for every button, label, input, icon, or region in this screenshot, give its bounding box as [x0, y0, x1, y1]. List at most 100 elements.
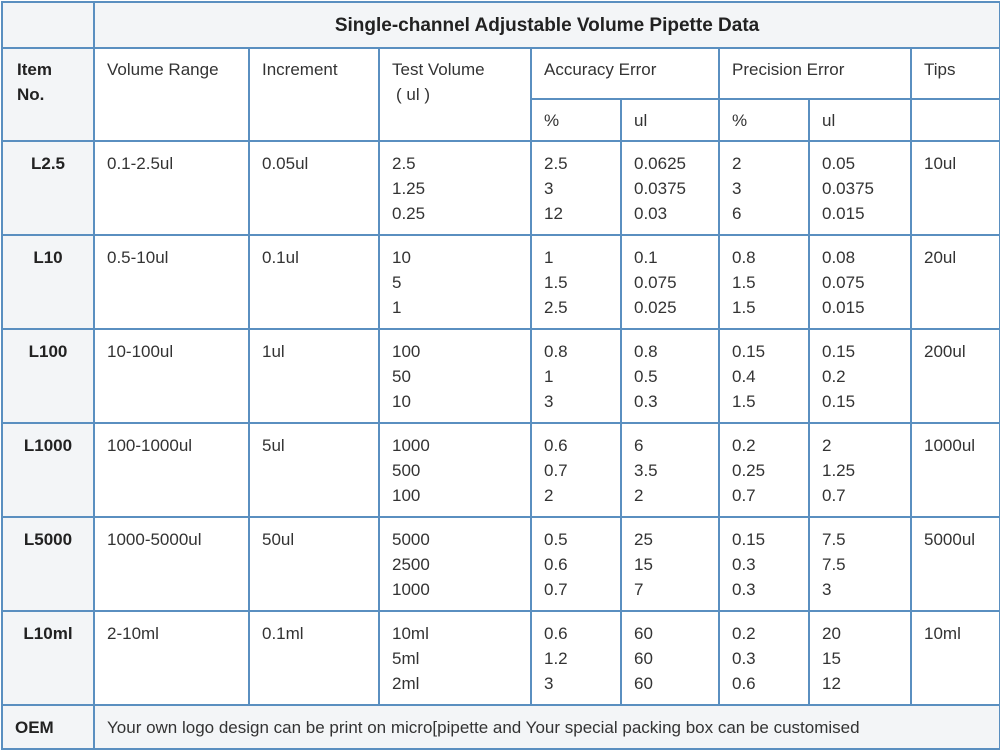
- precision-ul-cell-value: 0.15: [822, 342, 856, 361]
- header-accuracy-error: Accuracy Error: [530, 47, 720, 100]
- test-volume-cell-value: 2500: [392, 555, 430, 574]
- accuracy-pct-cell-value: 0.7: [544, 461, 568, 480]
- item-no-cell: L100: [1, 328, 95, 424]
- accuracy-pct-cell: 0.5 0.6 0.7: [530, 516, 622, 612]
- precision-pct-cell-value: 0.8: [732, 248, 756, 267]
- item-no-cell: L10ml: [1, 610, 95, 706]
- accuracy-ul-cell-value: 60: [634, 624, 653, 643]
- accuracy-ul-cell-value: 15: [634, 555, 653, 574]
- precision-ul-cell-value: 0.08: [822, 248, 856, 267]
- accuracy-ul-cell-value: 0.075: [634, 273, 677, 292]
- test-volume-cell-value: 5: [392, 273, 402, 292]
- precision-ul-cell: 7.5 7.5 3: [808, 516, 912, 612]
- header-test-volume-label: Test Volume: [392, 60, 485, 79]
- volume-range-cell: 0.1-2.5ul: [93, 140, 250, 236]
- precision-pct-cell-value: 0.3: [732, 580, 756, 599]
- table-row: L5000 1000-5000ul 50ul 5000 2500 1000 0.5 0.6 0.…: [1, 516, 1000, 612]
- precision-pct-cell-value: 6: [732, 204, 742, 223]
- accuracy-pct-cell: 0.8 1 3: [530, 328, 622, 424]
- increment-cell: 0.1ul: [248, 234, 380, 330]
- volume-range-cell: 10-100ul: [93, 328, 250, 424]
- corner-cell: [1, 1, 95, 49]
- accuracy-pct-cell-value: 0.7: [544, 580, 568, 599]
- accuracy-pct-cell-value: 1.5: [544, 273, 568, 292]
- header-test-volume: Test Volume ( ul ): [378, 47, 532, 142]
- accuracy-pct-cell-value: 0.6: [544, 555, 568, 574]
- accuracy-pct-cell-value: 1: [544, 367, 554, 386]
- precision-pct-cell-value: 1.5: [732, 392, 756, 411]
- precision-pct-cell: 0.8 1.5 1.5: [718, 234, 810, 330]
- test-volume-cell-value: 10: [392, 392, 411, 411]
- table-row: L2.5 0.1-2.5ul 0.05ul 2.5 1.25 0.25 2.5 3 12 0.06…: [1, 140, 1000, 236]
- oem-label: OEM: [1, 704, 95, 750]
- precision-pct-cell-value: 0.15: [732, 342, 766, 361]
- oem-text: Your own logo design can be print on mic…: [92, 704, 1000, 750]
- test-volume-cell-value: 10ml: [392, 624, 429, 643]
- accuracy-pct-cell-value: 1: [544, 248, 554, 267]
- test-volume-cell: 1000 500 100: [378, 422, 532, 518]
- accuracy-pct-cell-value: 3: [544, 179, 554, 198]
- accuracy-pct-cell-value: 1.2: [544, 649, 568, 668]
- precision-ul-cell-value: 0.15: [822, 392, 856, 411]
- table-row: L10ml 2-10ml 0.1ml 10ml 5ml 2ml 0.6 1.2 3 60 60 60 0…: [1, 610, 1000, 706]
- precision-pct-cell-value: 1.5: [732, 273, 756, 292]
- precision-pct-cell: 0.2 0.25 0.7: [718, 422, 810, 518]
- accuracy-pct-cell-value: 3: [544, 674, 554, 693]
- header-row: Item No. Volume Range Increment Test Vol…: [1, 47, 1000, 142]
- item-no-cell: L1000: [1, 422, 95, 518]
- header-precision-error: Precision Error: [718, 47, 912, 100]
- precision-ul-cell-value: 0.075: [822, 273, 865, 292]
- accuracy-ul-cell: 6 3.5 2: [620, 422, 720, 518]
- accuracy-pct-cell-value: 0.5: [544, 530, 568, 549]
- test-volume-cell: 10 5 1: [378, 234, 532, 330]
- test-volume-cell-value: 1.25: [392, 179, 426, 198]
- precision-pct-cell-value: 0.4: [732, 367, 756, 386]
- title-row: Single-channel Adjustable Volume Pipette…: [1, 1, 1000, 49]
- table-row: L100 10-100ul 1ul 100 50 10 0.8 1 3 0.8 0.5 0.3 0.15…: [1, 328, 1000, 424]
- table-row: L1000 100-1000ul 5ul 1000 500 100 0.6 0.7 2 6 3.5 2…: [1, 422, 1000, 518]
- precision-pct-cell-value: 0.3: [732, 555, 756, 574]
- precision-pct-cell-value: 0.2: [732, 436, 756, 455]
- table-row: L10 0.5-10ul 0.1ul 10 5 1 1 1.5 2.5 0.1 0.075 0.025…: [1, 234, 1000, 330]
- precision-pct-cell-value: 0.7: [732, 486, 756, 505]
- increment-cell: 0.05ul: [248, 140, 380, 236]
- oem-row: OEM Your own logo design can be print on …: [1, 704, 1000, 750]
- tips-cell: 200ul: [909, 328, 1000, 424]
- tips-cell: 10ml: [909, 610, 1000, 706]
- accuracy-pct-cell-value: 0.8: [544, 342, 568, 361]
- precision-ul-cell: 0.08 0.075 0.015: [808, 234, 912, 330]
- header-item-no: Item No.: [1, 47, 95, 142]
- precision-ul-cell-value: 0.05: [822, 154, 856, 173]
- precision-ul-cell-value: 0.015: [822, 204, 865, 223]
- test-volume-cell-value: 10: [392, 248, 411, 267]
- subheader-accuracy-ul: ul: [620, 98, 720, 142]
- accuracy-ul-cell-value: 0.3: [634, 392, 658, 411]
- test-volume-cell-value: 0.25: [392, 204, 426, 223]
- test-volume-cell-value: 2.5: [392, 154, 416, 173]
- accuracy-pct-cell: 2.5 3 12: [530, 140, 622, 236]
- test-volume-cell: 10ml 5ml 2ml: [378, 610, 532, 706]
- subheader-accuracy-pct: %: [530, 98, 622, 142]
- accuracy-pct-cell: 0.6 1.2 3: [530, 610, 622, 706]
- precision-ul-cell-value: 0.015: [822, 298, 865, 317]
- precision-ul-cell: 0.15 0.2 0.15: [808, 328, 912, 424]
- precision-pct-cell-value: 0.15: [732, 530, 766, 549]
- accuracy-ul-cell-value: 0.0625: [634, 154, 686, 173]
- precision-pct-cell: 0.2 0.3 0.6: [718, 610, 810, 706]
- volume-range-cell: 100-1000ul: [93, 422, 250, 518]
- precision-ul-cell-value: 20: [822, 624, 841, 643]
- accuracy-ul-cell-value: 0.1: [634, 248, 658, 267]
- tips-cell: 10ul: [909, 140, 1000, 236]
- item-no-cell: L2.5: [1, 140, 95, 236]
- precision-pct-cell-value: 1.5: [732, 298, 756, 317]
- precision-ul-cell: 2 1.25 0.7: [808, 422, 912, 518]
- precision-ul-cell: 0.05 0.0375 0.015: [808, 140, 912, 236]
- test-volume-cell-value: 5ml: [392, 649, 420, 668]
- subheader-precision-pct: %: [718, 98, 810, 142]
- precision-ul-cell-value: 15: [822, 649, 841, 668]
- precision-pct-cell-value: 2: [732, 154, 742, 173]
- test-volume-cell-value: 2ml: [392, 674, 420, 693]
- accuracy-pct-cell-value: 3: [544, 392, 554, 411]
- accuracy-ul-cell-value: 60: [634, 649, 653, 668]
- precision-pct-cell-value: 0.3: [732, 649, 756, 668]
